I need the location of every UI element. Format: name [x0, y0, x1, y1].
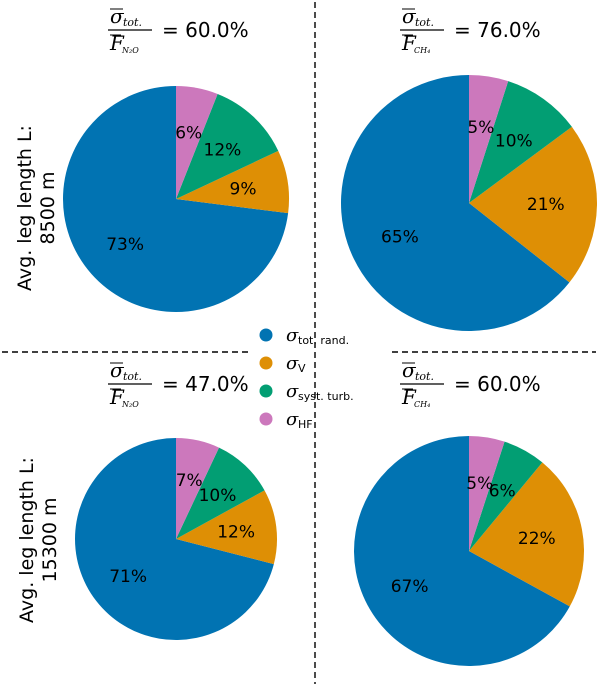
- pie-n2o-8500m: 73% 9% 12%6%: [63, 86, 290, 312]
- header-denominator: F: [401, 31, 417, 55]
- slice-label-tot-rand: 71%: [109, 567, 147, 587]
- header-denominator: F: [109, 31, 125, 55]
- legend-symbol: σ: [286, 409, 299, 430]
- legend-marker-tot-rand: [259, 328, 273, 342]
- pie-slice-sigma-v: [469, 126, 598, 283]
- row-label-top-line2: 8500 m: [37, 172, 59, 245]
- slice-label-tot-rand: 67%: [391, 577, 429, 597]
- header-denominator-sub: CH₄: [414, 400, 430, 409]
- pie-slice-hf: [176, 438, 219, 539]
- pie-slice-hf: [176, 86, 218, 199]
- pie-slice-hf: [469, 436, 505, 551]
- row-label-top: Avg. leg length L: 8500 m: [14, 125, 59, 291]
- legend-marker-hf: [259, 412, 273, 426]
- pie-slice-tot-rand: [63, 86, 289, 312]
- slice-label-hf: 7%: [176, 471, 203, 491]
- pie-slice-tot-rand: [341, 75, 570, 331]
- legend-marker-syst-turb: [259, 384, 273, 398]
- header-numerator-sub: tot.: [415, 370, 434, 383]
- header-numerator-sub: tot.: [123, 16, 142, 29]
- header-numerator-sub: tot.: [123, 370, 142, 383]
- header-numerator: σ: [110, 358, 125, 382]
- header-denominator-sub: N₂O: [121, 46, 139, 55]
- slice-label-sigma-v: 22%: [518, 529, 556, 549]
- pie-n2o-15300m: 71% 12% 10%7%: [75, 438, 278, 640]
- legend-label-hf: HF: [298, 418, 313, 431]
- legend-symbol: σ: [286, 353, 299, 374]
- legend-symbol: σ: [286, 325, 299, 346]
- pie-slice-sigma-v: [176, 150, 290, 214]
- legend: σ tot. rand.σ Vσ syst. turb.σ HF: [259, 325, 354, 431]
- legend-label-sigma-v: V: [298, 362, 306, 375]
- slice-label-tot-rand: 65%: [381, 228, 419, 248]
- header-value: = 47.0%: [162, 372, 249, 396]
- pie-slice-sigma-v: [176, 490, 278, 565]
- slice-label-hf: 6%: [175, 123, 202, 143]
- header-numerator: σ: [402, 358, 417, 382]
- slice-label-tot-rand: 73%: [106, 235, 144, 255]
- legend-symbol: σ: [286, 381, 299, 402]
- header-value: = 60.0%: [162, 18, 249, 42]
- header-numerator-sub: tot.: [415, 16, 434, 29]
- slice-label-syst-turb: 6%: [489, 482, 516, 502]
- pie-ch4-15300m: 67% 22% 6%5%: [354, 436, 585, 666]
- slice-label-sigma-v: 21%: [527, 195, 565, 215]
- legend-label-tot-rand: tot. rand.: [298, 334, 349, 347]
- legend-label-syst-turb: syst. turb.: [298, 390, 354, 403]
- pie-slice-syst-turb: [469, 81, 572, 203]
- pie-slice-sigma-v: [469, 462, 585, 607]
- slice-label-syst-turb: 12%: [204, 141, 242, 161]
- header-denominator: F: [109, 385, 125, 409]
- pie-slice-syst-turb: [176, 93, 279, 199]
- slice-label-sigma-v: 9%: [230, 179, 257, 199]
- pie-ch4-8500m: 65% 21% 10%5%: [341, 75, 598, 331]
- row-label-bottom-line1: Avg. leg length L:: [16, 457, 38, 623]
- slice-label-syst-turb: 10%: [495, 132, 533, 152]
- header-numerator: σ: [402, 4, 417, 28]
- pie-slice-syst-turb: [469, 441, 543, 551]
- slice-label-sigma-v: 12%: [217, 522, 255, 542]
- row-label-bottom-line2: 15300 m: [39, 498, 61, 583]
- header-value: = 60.0%: [454, 372, 541, 396]
- pie-slice-tot-rand: [354, 436, 570, 666]
- pie-slice-hf: [469, 75, 509, 203]
- header-value: = 76.0%: [454, 18, 541, 42]
- header-denominator-sub: N₂O: [121, 400, 139, 409]
- header-denominator: F: [401, 385, 417, 409]
- pie-slice-syst-turb: [176, 447, 265, 539]
- header-denominator-sub: CH₄: [414, 46, 430, 55]
- legend-marker-sigma-v: [259, 356, 273, 370]
- slice-label-hf: 5%: [466, 474, 493, 494]
- slice-label-syst-turb: 10%: [199, 486, 237, 506]
- row-label-top-line1: Avg. leg length L:: [14, 125, 36, 291]
- pie-slice-tot-rand: [75, 438, 274, 640]
- row-label-bottom: Avg. leg length L: 15300 m: [16, 457, 61, 623]
- header-numerator: σ: [110, 4, 125, 28]
- slice-label-hf: 5%: [467, 118, 494, 138]
